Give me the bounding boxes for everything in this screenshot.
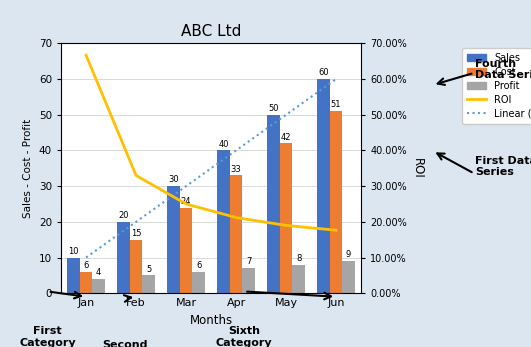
Bar bbox=[167, 186, 180, 293]
Text: 8: 8 bbox=[296, 254, 301, 263]
X-axis label: Months: Months bbox=[190, 314, 233, 327]
Text: 50: 50 bbox=[268, 104, 279, 113]
Text: 33: 33 bbox=[230, 164, 242, 174]
Bar bbox=[67, 257, 80, 293]
Text: 42: 42 bbox=[281, 133, 292, 142]
Text: 40: 40 bbox=[218, 139, 229, 149]
Y-axis label: Sales - Cost - Profit: Sales - Cost - Profit bbox=[23, 119, 33, 218]
Bar bbox=[130, 240, 142, 293]
Bar bbox=[242, 268, 255, 293]
Text: Second
Category: Second Category bbox=[97, 340, 153, 347]
Text: 4: 4 bbox=[96, 268, 101, 277]
Bar bbox=[80, 272, 92, 293]
Text: 6: 6 bbox=[83, 261, 89, 270]
Text: 24: 24 bbox=[181, 197, 191, 206]
Text: 9: 9 bbox=[346, 250, 351, 259]
Text: 30: 30 bbox=[168, 175, 179, 184]
Text: Fourth
Data Series: Fourth Data Series bbox=[475, 59, 531, 80]
Legend: Sales, Cost, Profit, ROI, Linear (Sales): Sales, Cost, Profit, ROI, Linear (Sales) bbox=[462, 48, 531, 124]
Text: First
Category: First Category bbox=[20, 326, 76, 347]
Bar bbox=[217, 151, 230, 293]
Bar bbox=[342, 261, 355, 293]
Text: 5: 5 bbox=[146, 264, 151, 273]
Text: First Data
Series: First Data Series bbox=[475, 156, 531, 177]
Y-axis label: ROI: ROI bbox=[410, 158, 424, 179]
Bar bbox=[318, 79, 330, 293]
Bar bbox=[92, 279, 105, 293]
Bar bbox=[142, 276, 155, 293]
Bar bbox=[293, 265, 305, 293]
Title: ABC Ltd: ABC Ltd bbox=[181, 24, 241, 40]
Bar bbox=[280, 143, 293, 293]
Bar bbox=[192, 272, 205, 293]
Text: 20: 20 bbox=[118, 211, 129, 220]
Text: 60: 60 bbox=[318, 68, 329, 77]
Bar bbox=[230, 176, 242, 293]
Bar bbox=[267, 115, 280, 293]
Text: 51: 51 bbox=[331, 100, 341, 109]
Text: Sixth
Category: Sixth Category bbox=[216, 326, 272, 347]
Text: 7: 7 bbox=[246, 257, 251, 266]
Bar bbox=[330, 111, 342, 293]
Text: 6: 6 bbox=[196, 261, 201, 270]
Bar bbox=[180, 208, 192, 293]
Text: 15: 15 bbox=[131, 229, 141, 238]
Text: 10: 10 bbox=[68, 247, 79, 256]
Bar bbox=[117, 222, 130, 293]
